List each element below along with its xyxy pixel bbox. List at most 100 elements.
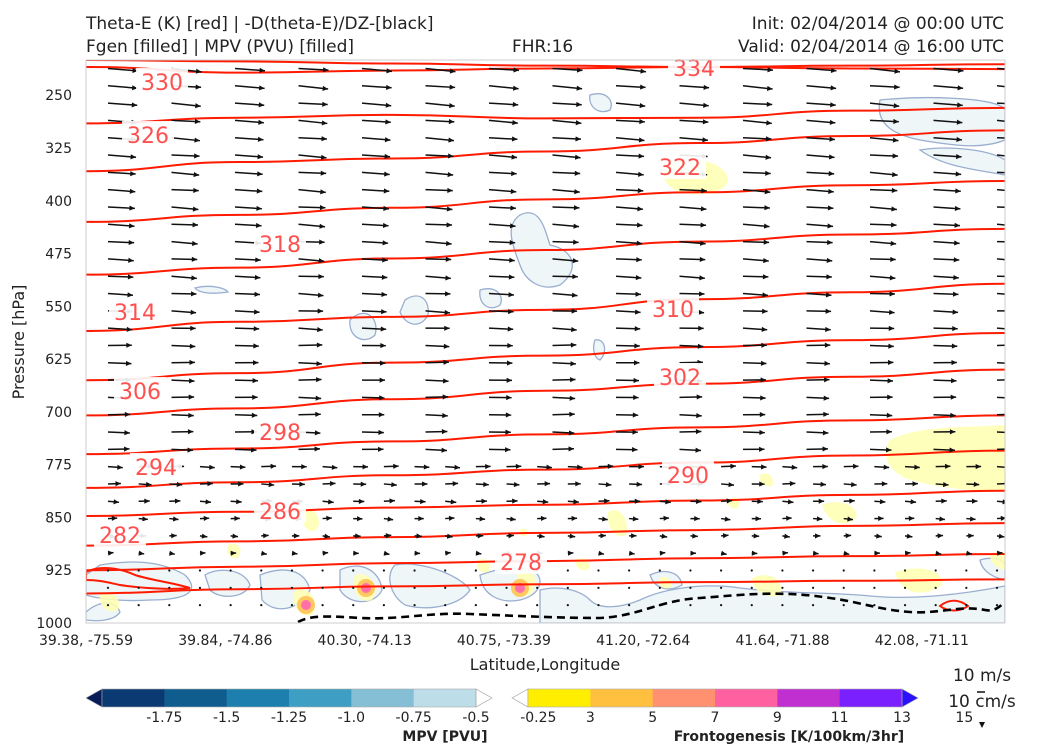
valid-time: Valid: 02/04/2014 @ 16:00 UTC [738, 37, 1004, 57]
wind-arrow-head [314, 446, 320, 452]
wind-arrow-head [730, 463, 736, 469]
wind-arrow-head [762, 308, 768, 314]
wind-arrow-head [205, 499, 212, 505]
y-tick-label: 700 [45, 405, 72, 421]
wind-arrow-head [445, 275, 451, 281]
wind-arrow-head [199, 550, 206, 556]
wind-arrow-head [107, 550, 114, 556]
wind-arrow-head [949, 429, 956, 435]
wind-arrow-head [447, 171, 454, 178]
wind-arrow-head [571, 308, 578, 314]
wind-arrow-head [703, 84, 710, 90]
wind-arrow-head [443, 359, 449, 365]
wind-arrow-head [1018, 205, 1024, 210]
wind-arrow-head [575, 136, 581, 142]
wind-arrow-head [171, 533, 177, 539]
wind-arrow-head [452, 481, 459, 487]
wind-dot [842, 569, 845, 572]
wind-arrow-head [513, 67, 519, 73]
wind-arrow-head [885, 447, 892, 453]
wind-arrow-head [187, 429, 194, 435]
wind-dot [995, 569, 999, 572]
wind-arrow-head [316, 377, 322, 383]
wind-arrow-head [236, 499, 242, 505]
wind-dot [934, 604, 937, 607]
wind-arrow-head [574, 170, 581, 176]
wind-arrow-head [386, 68, 392, 74]
wind-dot [505, 586, 508, 589]
wind-arrow-head [628, 550, 635, 556]
wind-arrow-head [696, 394, 703, 400]
wind-arrow-head [786, 515, 792, 521]
x-tick-label: 40.75, -73.39 [457, 633, 551, 649]
wind-dot [995, 604, 999, 607]
wind-arrow-head [703, 102, 709, 108]
wind-arrow-head [511, 154, 518, 160]
dashed-contour [297, 592, 1005, 623]
wind-dot [260, 604, 263, 607]
wind-arrow-head [822, 464, 828, 470]
wind-arrow-head [569, 395, 576, 401]
wind-dot [106, 569, 110, 572]
wind-arrow-head [824, 360, 830, 367]
wind-dot [628, 586, 631, 589]
wind-arrow-head [192, 222, 199, 228]
wind-dot [321, 604, 324, 607]
wind-arrow-head [763, 239, 770, 245]
wind-arrow-head [124, 411, 131, 417]
wind-arrow-head [320, 170, 327, 176]
wind-arrow-head [632, 516, 639, 522]
wind-arrow-head [825, 292, 832, 298]
wind-dot [352, 569, 355, 572]
wind-arrow-head [252, 378, 259, 384]
theta-e-contour [86, 227, 1005, 276]
wind-arrow-head [418, 516, 424, 522]
wind-dot [873, 569, 876, 572]
wind-arrow-head [445, 291, 451, 297]
wind-arrow-head [384, 153, 391, 159]
wind-arrow-head [209, 464, 215, 470]
wind-arrow-head [955, 188, 961, 194]
wind-arrow-head [263, 533, 269, 539]
mpv-patch [589, 93, 612, 113]
wind-arrow-head [887, 378, 894, 384]
wind-arrow-head [881, 481, 888, 487]
mpv-colorbar-title: MPV [PVU] [402, 729, 487, 745]
wind-arrow-head [874, 550, 880, 556]
wind-dot [137, 569, 140, 572]
wind-arrow-head [1016, 327, 1022, 332]
contour-label-bg [647, 295, 699, 321]
wind-arrow-head [766, 85, 773, 91]
wind-arrow [996, 85, 1005, 88]
wind-arrow-head [172, 516, 179, 522]
wind-dot [965, 586, 968, 589]
wind-arrow [996, 188, 1005, 192]
wind-arrow-head [638, 137, 645, 143]
wind-dot [781, 586, 784, 589]
wind-arrow-head [321, 120, 328, 126]
theta-e-contour [86, 414, 1005, 456]
wind-arrow-head [188, 412, 194, 418]
wind-arrow-head [955, 171, 962, 177]
wind-arrow-head [830, 102, 836, 108]
wind-arrow-head [568, 446, 574, 452]
wind-arrow-head [442, 394, 449, 400]
wind-arrow-head [954, 222, 961, 228]
wind-arrow-head [479, 516, 486, 522]
wind-arrow-head [761, 342, 767, 348]
wind-arrow-head [759, 481, 765, 487]
wind-arrow-head [576, 67, 583, 73]
wind-arrow-head [876, 533, 882, 539]
theta-e-contour [86, 368, 1005, 417]
wind-arrow-head [255, 222, 262, 229]
wind-arrow-head [570, 377, 576, 383]
wind-arrow-head [760, 377, 767, 383]
wind-arrow-head [910, 499, 917, 505]
wind-arrow-head [239, 464, 246, 470]
wind-arrow-head [1017, 258, 1023, 263]
colorbar-segment [590, 689, 654, 707]
wind-arrow-head [782, 550, 788, 556]
wind-arrow-head [358, 498, 365, 504]
wind-arrow-head [638, 171, 644, 177]
wind-ref-vertical: 10 cm/s [948, 692, 1016, 712]
